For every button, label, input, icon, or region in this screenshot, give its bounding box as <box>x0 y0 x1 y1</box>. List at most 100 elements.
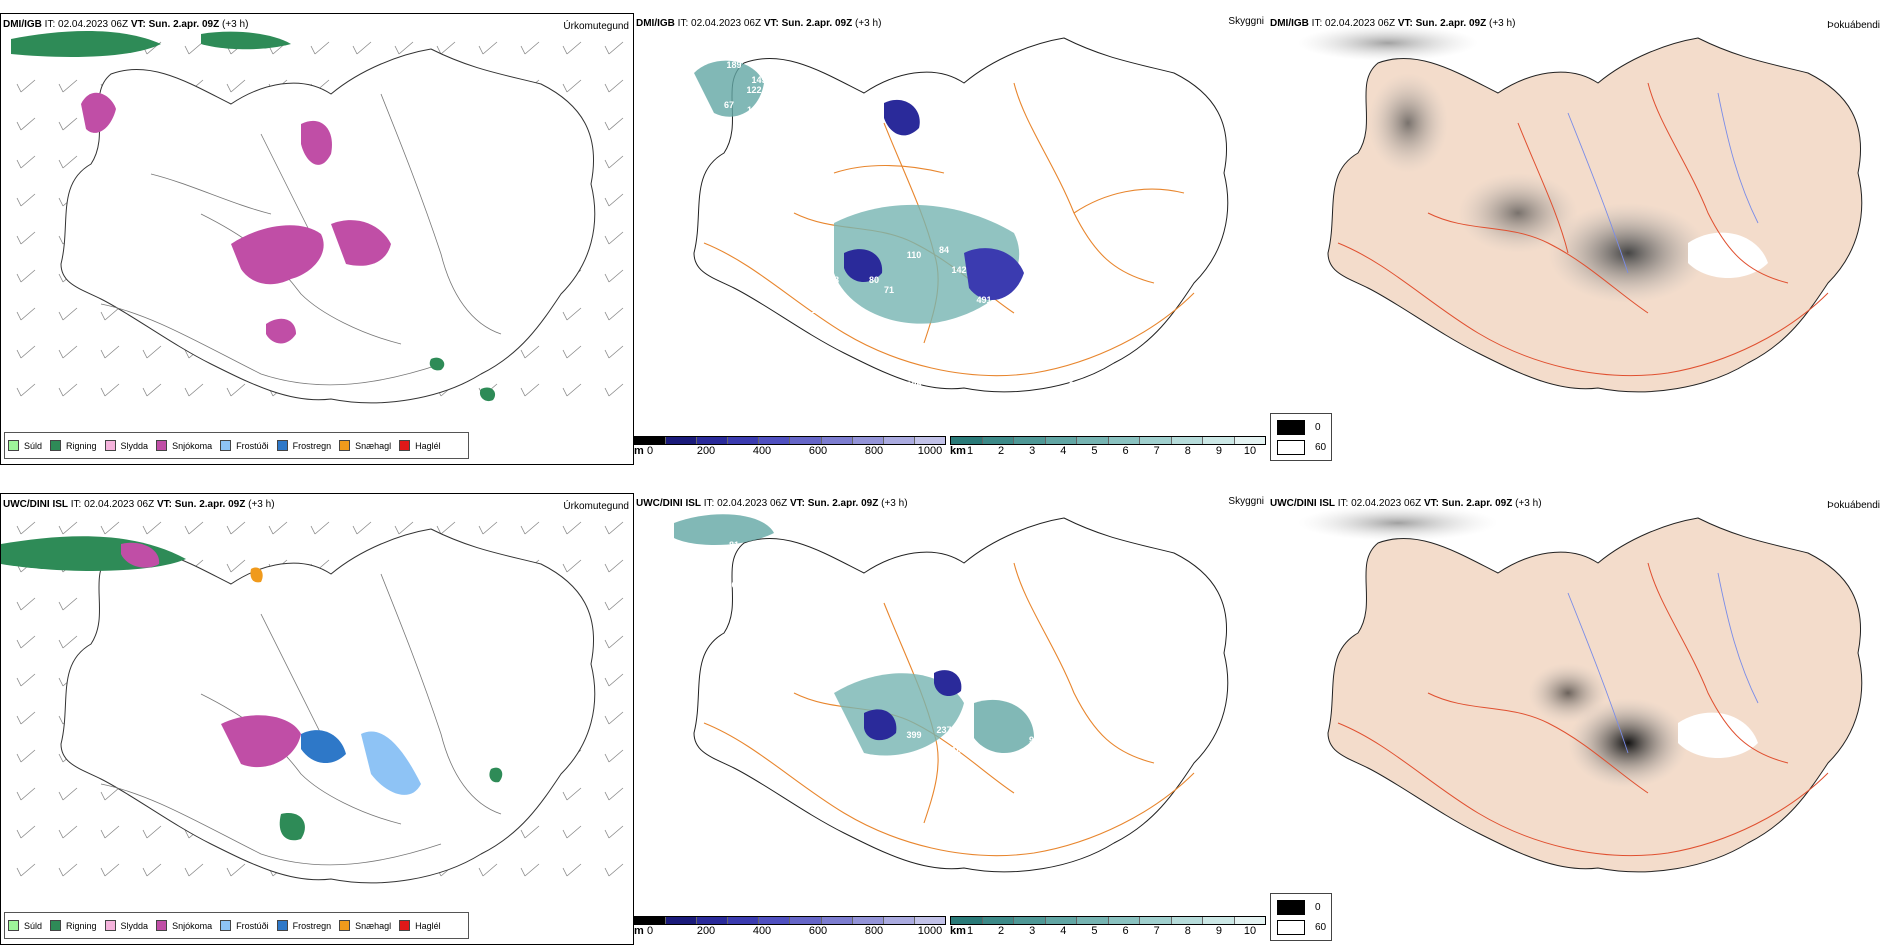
legend-item: Súld <box>8 440 42 451</box>
colorbar-swatch <box>883 917 915 924</box>
wind-barb <box>310 521 330 535</box>
wind-barb <box>478 863 498 877</box>
visibility-value-label: 93 <box>959 625 969 635</box>
wind-barb <box>16 711 36 725</box>
wind-barb <box>478 521 498 535</box>
wind-barb <box>142 863 162 877</box>
wind-barb <box>58 635 78 649</box>
colorbar-swatch <box>1203 917 1235 924</box>
legend-item: Snæhagl <box>339 920 391 931</box>
wind-barb <box>184 863 204 877</box>
wind-barb <box>352 521 372 535</box>
it-label: IT: <box>70 499 82 510</box>
colorbar-swatch <box>1234 917 1265 924</box>
colorbar-swatch <box>821 437 853 444</box>
wind-barb <box>226 559 246 573</box>
vt-label: VT: <box>130 19 146 30</box>
colorbar-swatch <box>728 917 760 924</box>
precip-type-map <box>1 521 624 884</box>
visibility-value-label: 142 <box>951 265 966 275</box>
wind-barb <box>100 863 120 877</box>
legend-label: Súld <box>24 440 43 451</box>
panel-title: Þokuábendi <box>1827 20 1880 31</box>
wind-barb <box>226 383 246 397</box>
wind-barb <box>16 79 36 93</box>
visibility-value-label: 122 <box>746 85 761 95</box>
colorbar-tick: 4 <box>1060 445 1067 457</box>
visibility-value-label: 92 <box>1029 735 1039 745</box>
model-name: UWC/DINI ISL <box>3 499 68 510</box>
fog-map <box>1298 25 1863 393</box>
visibility-value-label: 109 <box>751 555 766 565</box>
colorbar-swatch <box>1171 437 1203 444</box>
colorbar-tick: 6 <box>1122 445 1129 457</box>
fog-legend-label: 0 <box>1315 422 1321 433</box>
colorbar-swatch <box>635 437 667 444</box>
colorbar-swatch <box>1108 917 1140 924</box>
colorbar-tick: 5 <box>1091 925 1098 937</box>
wind-barb <box>604 345 624 359</box>
lead-time: (+3 h) <box>855 18 882 29</box>
vt-label: VT: <box>1397 18 1413 29</box>
panel-header: UWC/DINI ISL IT: 02.04.2023 06Z VT: Sun.… <box>3 499 275 510</box>
wind-barb <box>604 597 624 611</box>
legend-swatch <box>156 920 168 931</box>
colorbar-tick: 9 <box>1215 925 1222 937</box>
precip-areas <box>11 30 496 402</box>
colorbar-swatch <box>914 437 945 444</box>
legend-swatch <box>339 440 351 451</box>
wind-barb <box>16 117 36 131</box>
wind-barb <box>226 863 246 877</box>
visibility-value-label: 171 <box>1096 315 1111 325</box>
valid-time: Sun. 2.apr. 09Z <box>1441 498 1513 509</box>
visibility-value-label: 180 <box>826 755 841 765</box>
visibility-value-label: 80 <box>869 275 879 285</box>
wind-barb <box>58 345 78 359</box>
legend-item: Snæhagl <box>339 440 391 451</box>
wind-barb <box>100 825 120 839</box>
wind-barb <box>16 521 36 535</box>
fog-legend: 0 60 <box>1270 893 1332 941</box>
colorbar-tick: 3 <box>1029 445 1036 457</box>
wind-barb <box>16 825 36 839</box>
legend-item: Frostregn <box>276 440 332 451</box>
colorbar-swatch <box>982 917 1014 924</box>
lead-time: (+3 h) <box>1515 498 1542 509</box>
colorbar-swatch <box>1077 917 1109 924</box>
wind-barb <box>604 559 624 573</box>
wind-barb <box>478 41 498 55</box>
wind-barb <box>520 41 540 55</box>
legend-item: Slydda <box>104 440 148 451</box>
visibility-value-label: 110 <box>907 250 922 260</box>
wind-barb <box>184 383 204 397</box>
wind-barb <box>604 383 624 397</box>
colorbar-tick: 8 <box>1184 925 1191 937</box>
wind-barb <box>352 41 372 55</box>
vt-label: VT: <box>1423 498 1439 509</box>
wind-barb <box>100 307 120 321</box>
visibility-value-label: 125 <box>906 380 921 390</box>
wind-barb <box>604 269 624 283</box>
it-label: IT: <box>1311 18 1323 29</box>
colorbar-tick: 1 <box>966 445 974 457</box>
panel-title: Skyggni <box>1228 496 1264 507</box>
wind-barb <box>142 521 162 535</box>
legend-swatch <box>50 920 62 931</box>
wind-barb <box>562 521 582 535</box>
colorbar-tick: 1000 <box>917 925 943 937</box>
wind-barb <box>16 673 36 687</box>
legend-label: Frostregn <box>292 440 332 451</box>
legend-label: Frostúði <box>236 440 269 451</box>
wind-barb <box>226 79 246 93</box>
colorbar-tick: 3 <box>1029 925 1036 937</box>
colorbar-swatch <box>1140 917 1172 924</box>
fog-legend-row: 60 <box>1277 920 1326 935</box>
colorbar-swatch <box>790 437 822 444</box>
colorbar-swatch <box>821 917 853 924</box>
colorbar-swatch <box>635 917 667 924</box>
wind-barb <box>562 863 582 877</box>
colorbar-swatch <box>1077 437 1109 444</box>
legend-swatch <box>220 440 232 451</box>
colorbar-swatch <box>697 917 729 924</box>
fog-areas <box>1298 25 1768 303</box>
